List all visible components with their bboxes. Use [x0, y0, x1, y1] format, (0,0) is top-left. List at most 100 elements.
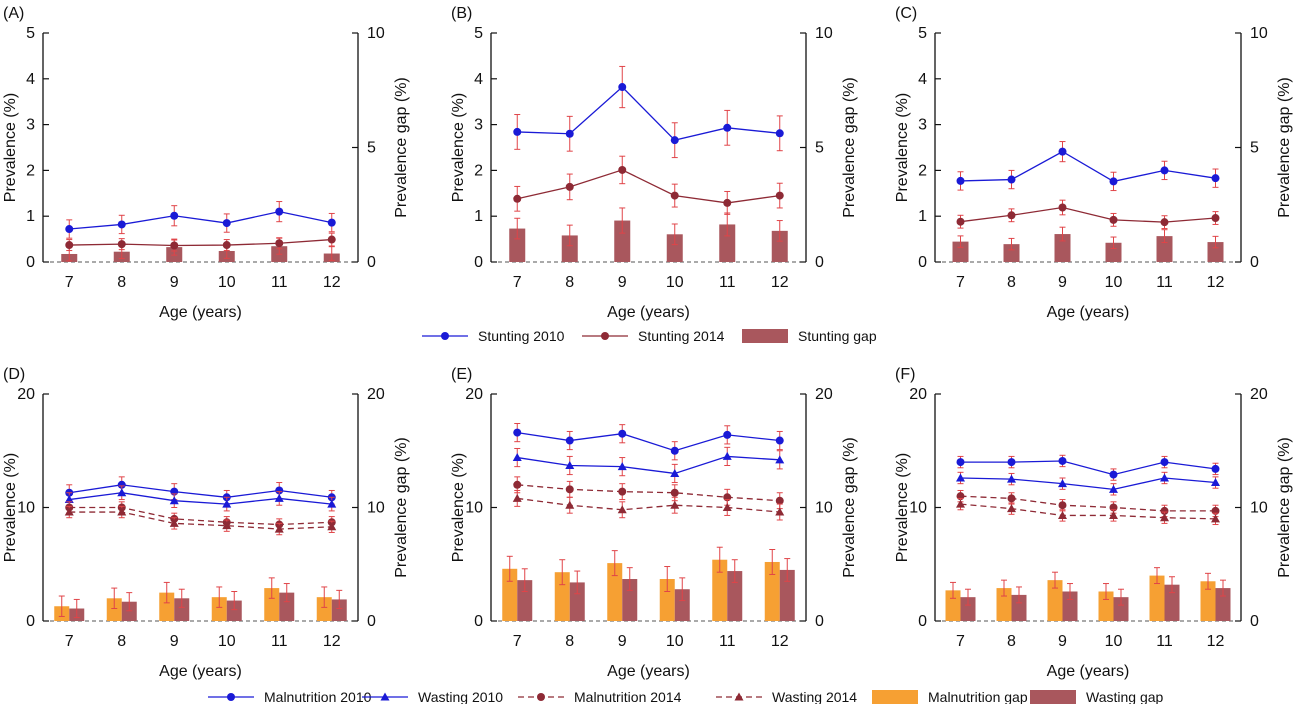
legend-label: Malnutrition 2010 — [264, 689, 372, 704]
data-point — [1007, 504, 1016, 513]
y-tick-label-left: 2 — [26, 162, 35, 179]
y-tick-label-left: 3 — [474, 117, 483, 134]
y-tick-label-left: 5 — [918, 25, 927, 42]
data-point — [618, 429, 627, 438]
y-tick-label-right: 5 — [1250, 140, 1259, 157]
x-tick-label: 10 — [218, 274, 236, 291]
y-axis-title-left: Prevalence (%) — [450, 453, 467, 562]
x-tick-label: 11 — [719, 633, 736, 650]
series-line — [960, 460, 1216, 476]
data-point — [117, 220, 126, 229]
data-point — [956, 499, 965, 508]
panel-d: (D) 0 10 20 0 10 20 7 8 9 10 11 12 Age (years) Prevale… — [2, 366, 410, 680]
y-axis-title-right: Prevalence gap (%) — [393, 77, 410, 218]
gap-bar — [554, 572, 570, 621]
series-line — [69, 210, 332, 230]
gap-bar — [1156, 236, 1173, 262]
gap-bar — [121, 601, 137, 621]
data-point — [170, 241, 179, 250]
x-tick-label: 10 — [666, 274, 684, 291]
data-point — [64, 495, 74, 504]
data-point — [1109, 484, 1118, 493]
data-point — [1058, 510, 1067, 519]
y-tick-label-left: 1 — [918, 208, 927, 225]
gap-bar — [712, 559, 728, 621]
gap-bar — [569, 582, 585, 621]
x-tick-label: 7 — [65, 274, 74, 291]
legend-label: Stunting gap — [798, 328, 877, 344]
legend-label: Wasting 2010 — [418, 689, 503, 704]
data-point — [117, 507, 127, 516]
data-point — [1058, 456, 1067, 465]
data-point — [1211, 174, 1220, 183]
y-axis-title-left: Prevalence (%) — [450, 93, 467, 202]
gap-bar — [1054, 234, 1071, 262]
y-tick-label-left: 10 — [17, 500, 35, 517]
data-point — [1109, 177, 1118, 186]
data-point — [775, 436, 784, 445]
data-point — [170, 211, 179, 220]
gap-bar — [1098, 591, 1114, 621]
data-point — [670, 500, 680, 509]
gap-bar — [607, 563, 623, 621]
data-point — [1007, 494, 1016, 503]
data-point — [1211, 214, 1220, 223]
x-tick-label: 7 — [513, 633, 522, 650]
legend-label: Wasting gap — [1086, 689, 1164, 704]
gap-bar — [106, 598, 122, 621]
y-tick-label-left: 0 — [474, 254, 483, 271]
gap-bar — [1164, 584, 1180, 621]
data-point — [618, 487, 627, 496]
data-point — [956, 217, 965, 226]
x-tick-label: 9 — [1058, 274, 1067, 291]
y-tick-label-right: 0 — [1250, 254, 1259, 271]
data-point — [956, 458, 965, 467]
x-tick-label: 10 — [666, 633, 684, 650]
y-tick-label-left: 0 — [26, 613, 35, 630]
legend-marker — [441, 332, 449, 340]
series-line — [517, 86, 780, 141]
data-point — [65, 241, 74, 250]
legend-marker — [601, 332, 609, 340]
panel-label: (F) — [895, 366, 915, 383]
series-line — [960, 495, 1216, 512]
data-point — [775, 496, 784, 505]
series-line — [69, 506, 332, 526]
gap-bar — [659, 579, 675, 621]
series-line — [69, 484, 332, 498]
gap-bar — [622, 579, 638, 621]
series-line — [517, 484, 780, 502]
gap-bar — [211, 597, 227, 621]
x-tick-label: 9 — [1058, 633, 1067, 650]
data-point — [222, 521, 232, 530]
data-point — [327, 218, 336, 227]
y-tick-label-left: 3 — [918, 117, 927, 134]
data-point — [1109, 215, 1118, 224]
data-point — [565, 461, 575, 470]
data-point — [274, 493, 284, 502]
data-point — [1160, 473, 1169, 482]
x-axis-title: Age (years) — [159, 304, 242, 321]
data-point — [327, 235, 336, 244]
data-point — [618, 83, 627, 92]
data-point — [670, 446, 679, 455]
x-tick-label: 8 — [565, 274, 574, 291]
gap-bar — [517, 580, 533, 621]
x-tick-label: 11 — [271, 633, 288, 650]
series-line — [960, 150, 1216, 183]
y-tick-label-left: 1 — [474, 208, 483, 225]
x-tick-label: 9 — [618, 633, 627, 650]
data-point — [513, 127, 522, 136]
legend-marker — [537, 693, 545, 701]
x-tick-label: 12 — [323, 274, 341, 291]
gap-bar — [960, 597, 976, 621]
data-point — [670, 191, 679, 200]
x-tick-label: 8 — [1007, 633, 1016, 650]
data-point — [512, 493, 522, 502]
y-tick-label-left: 3 — [26, 117, 35, 134]
y-tick-label-left: 4 — [474, 71, 483, 88]
data-point — [722, 503, 732, 511]
y-tick-label-right: 10 — [1250, 500, 1268, 517]
panel-f: (F) 0 10 20 0 10 20 7 8 9 10 11 12 Age (years) Prevale… — [894, 366, 1293, 680]
